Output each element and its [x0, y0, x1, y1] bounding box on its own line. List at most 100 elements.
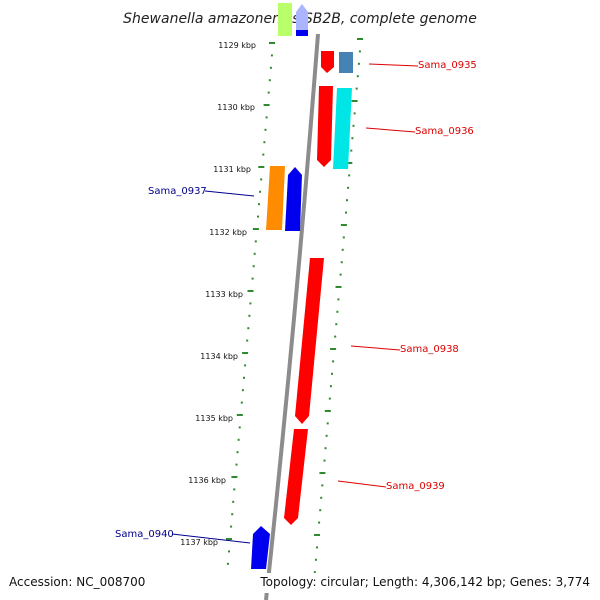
- topology-text: Topology: circular; Length: 4,306,142 bp…: [259, 575, 590, 589]
- gene-arrow-sama-0938[interactable]: [295, 258, 324, 424]
- track-dot: [254, 240, 257, 243]
- tick-label: 1135 kbp: [195, 414, 233, 423]
- track-dot: [235, 463, 238, 466]
- major-tick-mark: [242, 352, 249, 354]
- tick-label: 1136 kbp: [188, 476, 226, 485]
- track-dot: [264, 128, 267, 131]
- callout-line: [171, 533, 251, 544]
- gene-label-sama-0939[interactable]: Sama_0939: [386, 481, 445, 492]
- major-tick-mark: [247, 290, 254, 292]
- track-dot: [339, 273, 342, 276]
- track-dot: [329, 385, 332, 388]
- track-dot: [313, 571, 316, 574]
- track-dot: [258, 203, 260, 206]
- track-dot: [236, 451, 239, 454]
- track-dot: [314, 558, 317, 561]
- track-dot: [341, 248, 344, 251]
- track-dot: [318, 521, 321, 524]
- gene-label-sama-0938[interactable]: Sama_0938: [400, 344, 459, 355]
- gene-arrow-blue-top[interactable]: [296, 30, 308, 36]
- callout-line: [204, 190, 255, 197]
- kbp-ticks: 1129 kbp 1130 kbp 1131 kbp 1132 kbp 1133…: [180, 41, 256, 547]
- track-dot: [237, 438, 240, 441]
- footer-background: [0, 573, 600, 593]
- track-dot: [265, 116, 268, 119]
- gene-label-sama-0937[interactable]: Sama_0937: [148, 186, 207, 197]
- major-tick-mark: [236, 414, 243, 416]
- callout-line: [365, 127, 416, 133]
- track-dot: [226, 562, 229, 565]
- gene-arrow-green[interactable]: [278, 3, 292, 36]
- gene-arrow-sama-0936[interactable]: [317, 86, 333, 167]
- gene-arrow-sama-0935[interactable]: [321, 51, 334, 73]
- gene-labels: Sama_0935 Sama_0936 Sama_0937 Sama_0938 …: [115, 60, 477, 540]
- major-tick-mark: [263, 104, 270, 106]
- gene-arrow-sama-0940[interactable]: [251, 526, 270, 569]
- callout-line: [368, 63, 419, 67]
- gene-label-sama-0936[interactable]: Sama_0936: [415, 126, 474, 137]
- track-dot: [259, 190, 262, 193]
- major-tick-mark: [346, 162, 353, 164]
- gene-arrow-lightblue[interactable]: [296, 4, 308, 36]
- gene-callout-lines: [171, 63, 419, 544]
- track-dot: [345, 211, 347, 214]
- track-dot: [356, 75, 359, 78]
- track-dot: [241, 389, 244, 392]
- track-dot: [246, 339, 249, 342]
- track-dot: [357, 62, 360, 65]
- gene-arrow-cyan[interactable]: [333, 88, 352, 169]
- track-dot: [351, 137, 354, 140]
- callout-line: [337, 480, 387, 488]
- gene-arrow-sama-0937[interactable]: [285, 167, 302, 231]
- major-tick-mark: [357, 38, 363, 40]
- track-dot: [228, 550, 230, 553]
- track-dot: [342, 236, 345, 239]
- track-dot: [232, 500, 235, 503]
- track-dot: [260, 178, 263, 181]
- track-dot: [350, 149, 353, 152]
- track-dot: [263, 141, 266, 144]
- track-dot: [324, 447, 327, 450]
- track-dot: [347, 186, 350, 189]
- track-dot: [316, 546, 318, 549]
- track-dot: [244, 364, 247, 367]
- track-dot: [348, 174, 351, 177]
- track-dot: [358, 50, 361, 53]
- track-dot: [257, 215, 259, 218]
- gene-arrow-sama-0939[interactable]: [284, 429, 308, 525]
- gene-label-sama-0940[interactable]: Sama_0940: [115, 529, 174, 540]
- major-tick-mark: [330, 348, 337, 350]
- track-dot: [253, 252, 256, 255]
- tick-label: 1133 kbp: [205, 290, 243, 299]
- track-dot: [323, 459, 326, 462]
- gene-arrow-sama-0937-orange[interactable]: [266, 166, 285, 230]
- track-dot: [346, 199, 348, 202]
- track-dot: [337, 298, 340, 301]
- major-tick-mark: [324, 410, 331, 412]
- track-dot: [262, 153, 265, 156]
- major-tick-mark: [314, 534, 320, 536]
- track-dot: [231, 513, 234, 516]
- track-dot: [238, 426, 241, 429]
- tick-label: 1132 kbp: [209, 228, 247, 237]
- major-tick-mark: [226, 538, 232, 540]
- major-tick-mark: [269, 42, 275, 44]
- gene-label-sama-0935[interactable]: Sama_0935: [418, 60, 477, 71]
- track-dot: [336, 310, 339, 313]
- gene-arrow-steelblue[interactable]: [339, 52, 353, 73]
- tick-label: 1137 kbp: [180, 538, 218, 547]
- track-dot: [267, 91, 270, 94]
- major-tick-mark: [319, 472, 326, 474]
- track-dot: [248, 314, 251, 317]
- major-tick-mark: [252, 228, 259, 230]
- track-dot: [249, 302, 252, 305]
- tick-label: 1129 kbp: [218, 41, 256, 50]
- track-dot: [319, 509, 322, 512]
- track-dot: [353, 112, 356, 115]
- track-dot: [233, 488, 236, 491]
- tick-label: 1131 kbp: [213, 165, 251, 174]
- tick-label: 1130 kbp: [217, 103, 255, 112]
- callout-line: [350, 345, 401, 351]
- track-dot: [325, 434, 328, 437]
- dotted-track-lines: [224, 38, 363, 590]
